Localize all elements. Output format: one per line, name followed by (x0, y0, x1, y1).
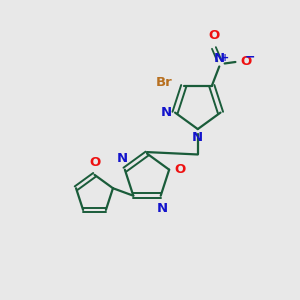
Text: N: N (214, 52, 225, 65)
Text: O: O (89, 156, 100, 169)
Text: O: O (174, 163, 185, 176)
Text: O: O (208, 29, 220, 42)
Text: N: N (160, 106, 172, 119)
Text: O: O (241, 56, 252, 68)
Text: N: N (157, 202, 168, 215)
Text: N: N (192, 130, 203, 144)
Text: Br: Br (156, 76, 172, 89)
Text: N: N (116, 152, 128, 165)
Text: −: − (245, 50, 256, 63)
Text: +: + (220, 53, 229, 63)
